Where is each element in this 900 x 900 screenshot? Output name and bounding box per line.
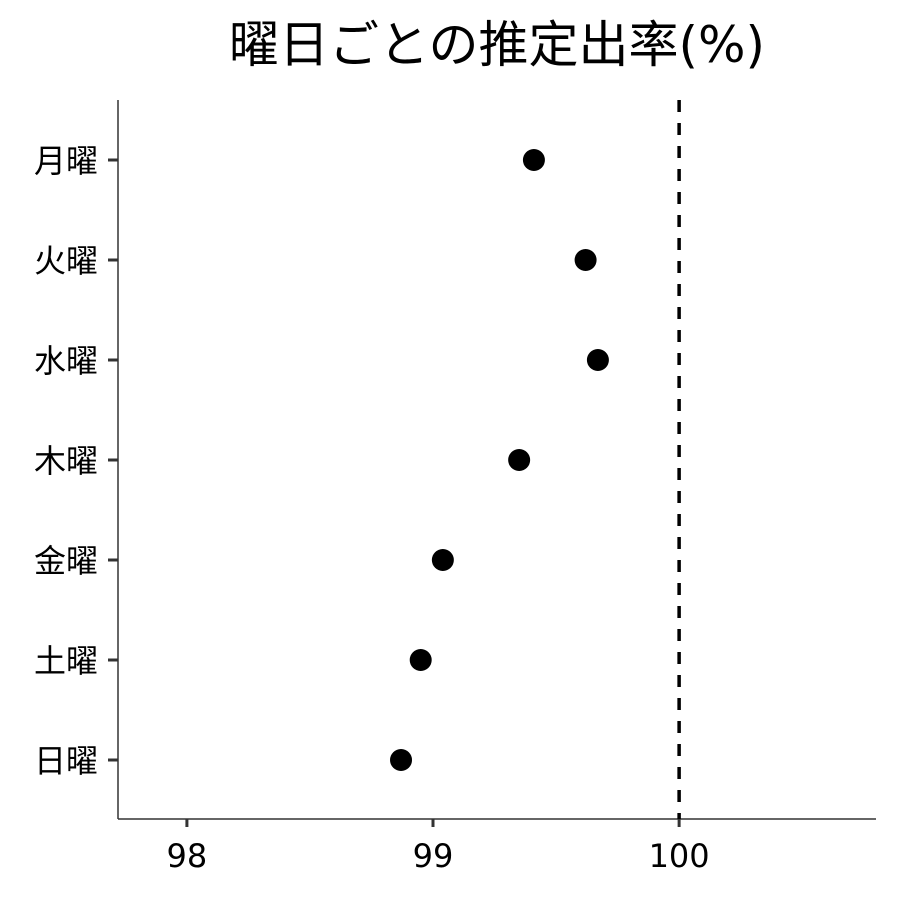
x-tick-label: 100 — [649, 837, 710, 875]
y-tick-label: 月曜 — [34, 142, 98, 180]
x-tick-label: 99 — [413, 837, 454, 875]
x-tick-label: 98 — [167, 837, 208, 875]
data-point — [574, 249, 597, 271]
data-point — [390, 749, 413, 771]
data-point — [586, 349, 609, 371]
data-point — [409, 649, 432, 671]
data-point — [522, 149, 545, 171]
y-tick-label: 日曜 — [34, 742, 98, 780]
y-tick-label: 木曜 — [34, 442, 98, 480]
y-tick-label: 火曜 — [34, 242, 98, 280]
y-tick-label: 金曜 — [34, 542, 98, 580]
chart-title: 曜日ごとの推定出率(%) — [229, 16, 765, 74]
y-tick-label: 土曜 — [34, 642, 98, 680]
y-tick-label: 水曜 — [34, 342, 98, 380]
data-point — [431, 549, 454, 571]
data-point — [508, 449, 531, 471]
